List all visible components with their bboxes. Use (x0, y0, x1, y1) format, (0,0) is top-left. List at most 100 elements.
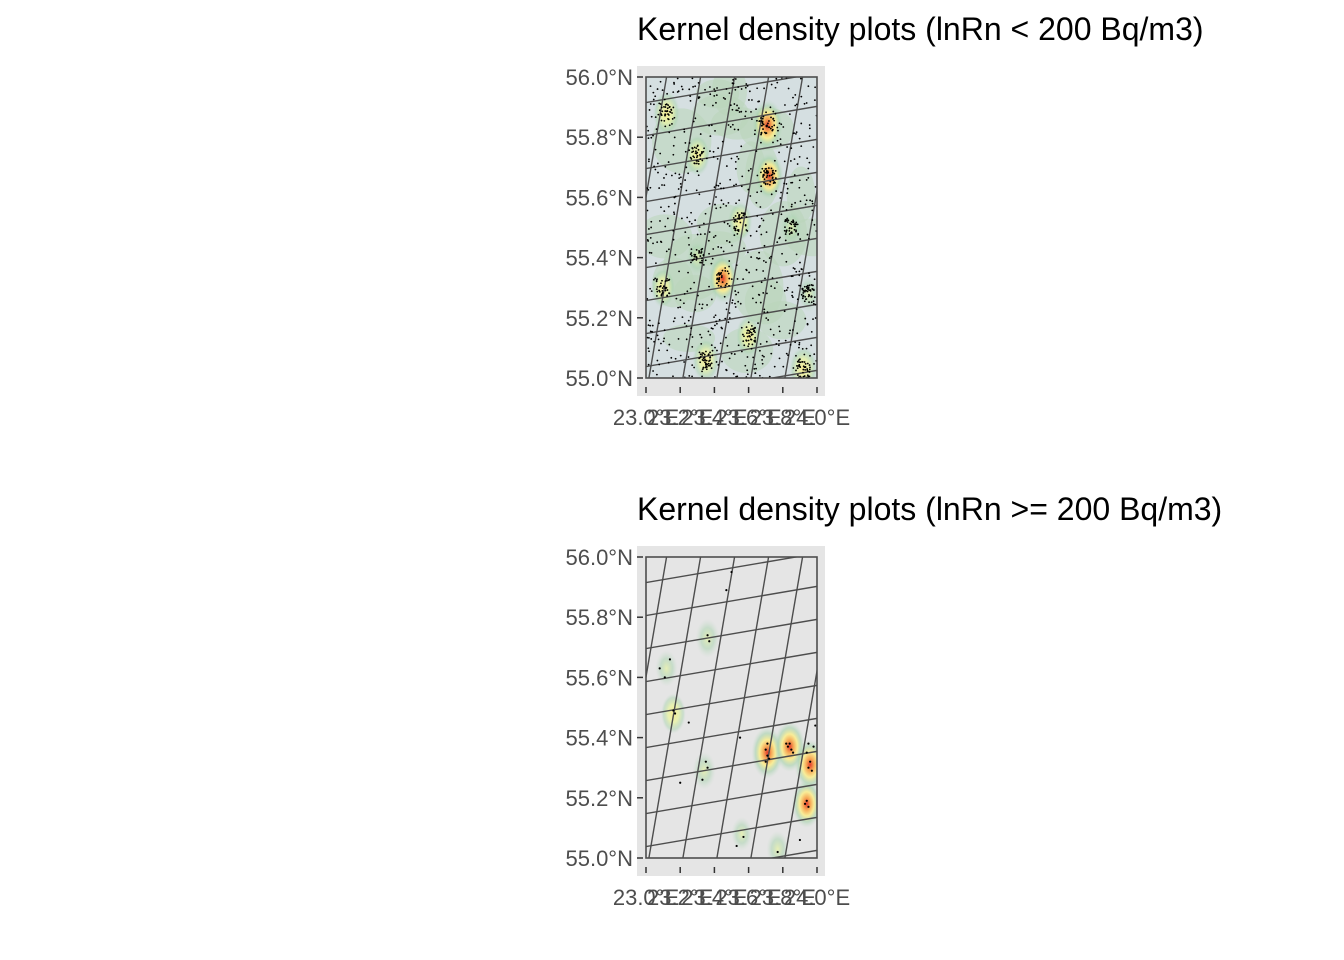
data-point (673, 136, 676, 139)
data-point (724, 98, 726, 100)
data-point (804, 369, 807, 371)
data-point (800, 77, 802, 80)
data-point (808, 274, 811, 277)
data-point (719, 342, 722, 345)
data-point (789, 160, 792, 162)
data-point (661, 89, 664, 92)
data-point (803, 300, 806, 303)
data-point (656, 88, 659, 90)
data-point (778, 122, 781, 125)
data-point (813, 353, 816, 356)
data-point (802, 368, 805, 371)
data-point (647, 129, 650, 132)
data-point (710, 367, 713, 370)
data-point (813, 99, 816, 101)
data-point (763, 244, 766, 247)
data-point (666, 349, 669, 352)
data-point (688, 88, 691, 91)
data-point (746, 373, 749, 376)
data-point (772, 118, 774, 120)
data-point (811, 200, 814, 203)
data-point (803, 285, 806, 288)
data-point (696, 145, 699, 148)
data-point (662, 340, 665, 343)
data-point (731, 108, 734, 111)
data-point (758, 120, 761, 123)
data-point (666, 217, 669, 220)
data-point (706, 766, 709, 769)
data-point (709, 333, 712, 336)
data-point (720, 276, 723, 279)
data-point (690, 254, 693, 257)
data-point (673, 83, 676, 85)
data-point (661, 110, 664, 113)
data-point (711, 104, 714, 107)
data-point (693, 281, 696, 284)
data-point (784, 233, 787, 235)
data-point (790, 748, 793, 751)
data-point (691, 259, 694, 262)
data-point (663, 210, 666, 212)
data-point (762, 219, 765, 222)
data-point (649, 236, 652, 239)
data-point (658, 322, 660, 325)
data-point (737, 344, 740, 347)
data-point (691, 147, 694, 149)
data-point (700, 252, 702, 254)
data-point (793, 158, 796, 161)
data-point (666, 289, 669, 291)
data-point (754, 327, 757, 329)
data-point (773, 172, 776, 175)
data-point (654, 277, 657, 280)
data-point (735, 264, 738, 267)
data-point (728, 277, 731, 280)
data-point (708, 360, 710, 362)
data-point (796, 223, 799, 226)
data-point (768, 375, 771, 378)
data-point (811, 202, 814, 205)
x-tick-label: 23.0°E (613, 405, 679, 430)
data-point (785, 229, 788, 232)
data-point (679, 299, 682, 302)
data-point (650, 338, 653, 340)
data-point (672, 91, 675, 94)
data-point (708, 124, 711, 127)
data-point (769, 106, 772, 109)
data-point (778, 339, 780, 342)
data-point (807, 167, 810, 170)
data-point (772, 333, 775, 336)
data-point (660, 342, 662, 345)
data-point (708, 86, 711, 88)
data-point (663, 105, 665, 108)
data-point (726, 240, 728, 242)
data-point (754, 129, 756, 132)
data-point (710, 298, 713, 301)
data-point (716, 274, 718, 276)
data-point (699, 261, 702, 264)
data-point (660, 106, 663, 109)
grid-line (646, 105, 817, 137)
data-point (763, 355, 765, 358)
data-point (707, 330, 710, 333)
data-point (782, 365, 785, 368)
data-point (698, 193, 701, 196)
data-point (783, 229, 786, 232)
data-point (798, 179, 801, 182)
data-point (736, 220, 738, 223)
data-point (740, 145, 743, 148)
data-point (802, 294, 805, 297)
data-point (792, 367, 795, 369)
x-tick-label: 23.6°E (715, 885, 781, 910)
data-point (699, 233, 702, 236)
data-point (743, 213, 746, 216)
data-point (768, 174, 771, 177)
data-point (698, 351, 701, 354)
data-point (689, 315, 692, 318)
data-point (780, 213, 783, 216)
data-point (812, 146, 815, 148)
data-point (750, 168, 752, 170)
grid-line (784, 186, 817, 378)
data-point (798, 838, 802, 842)
data-point (747, 188, 750, 191)
data-point (765, 317, 768, 320)
